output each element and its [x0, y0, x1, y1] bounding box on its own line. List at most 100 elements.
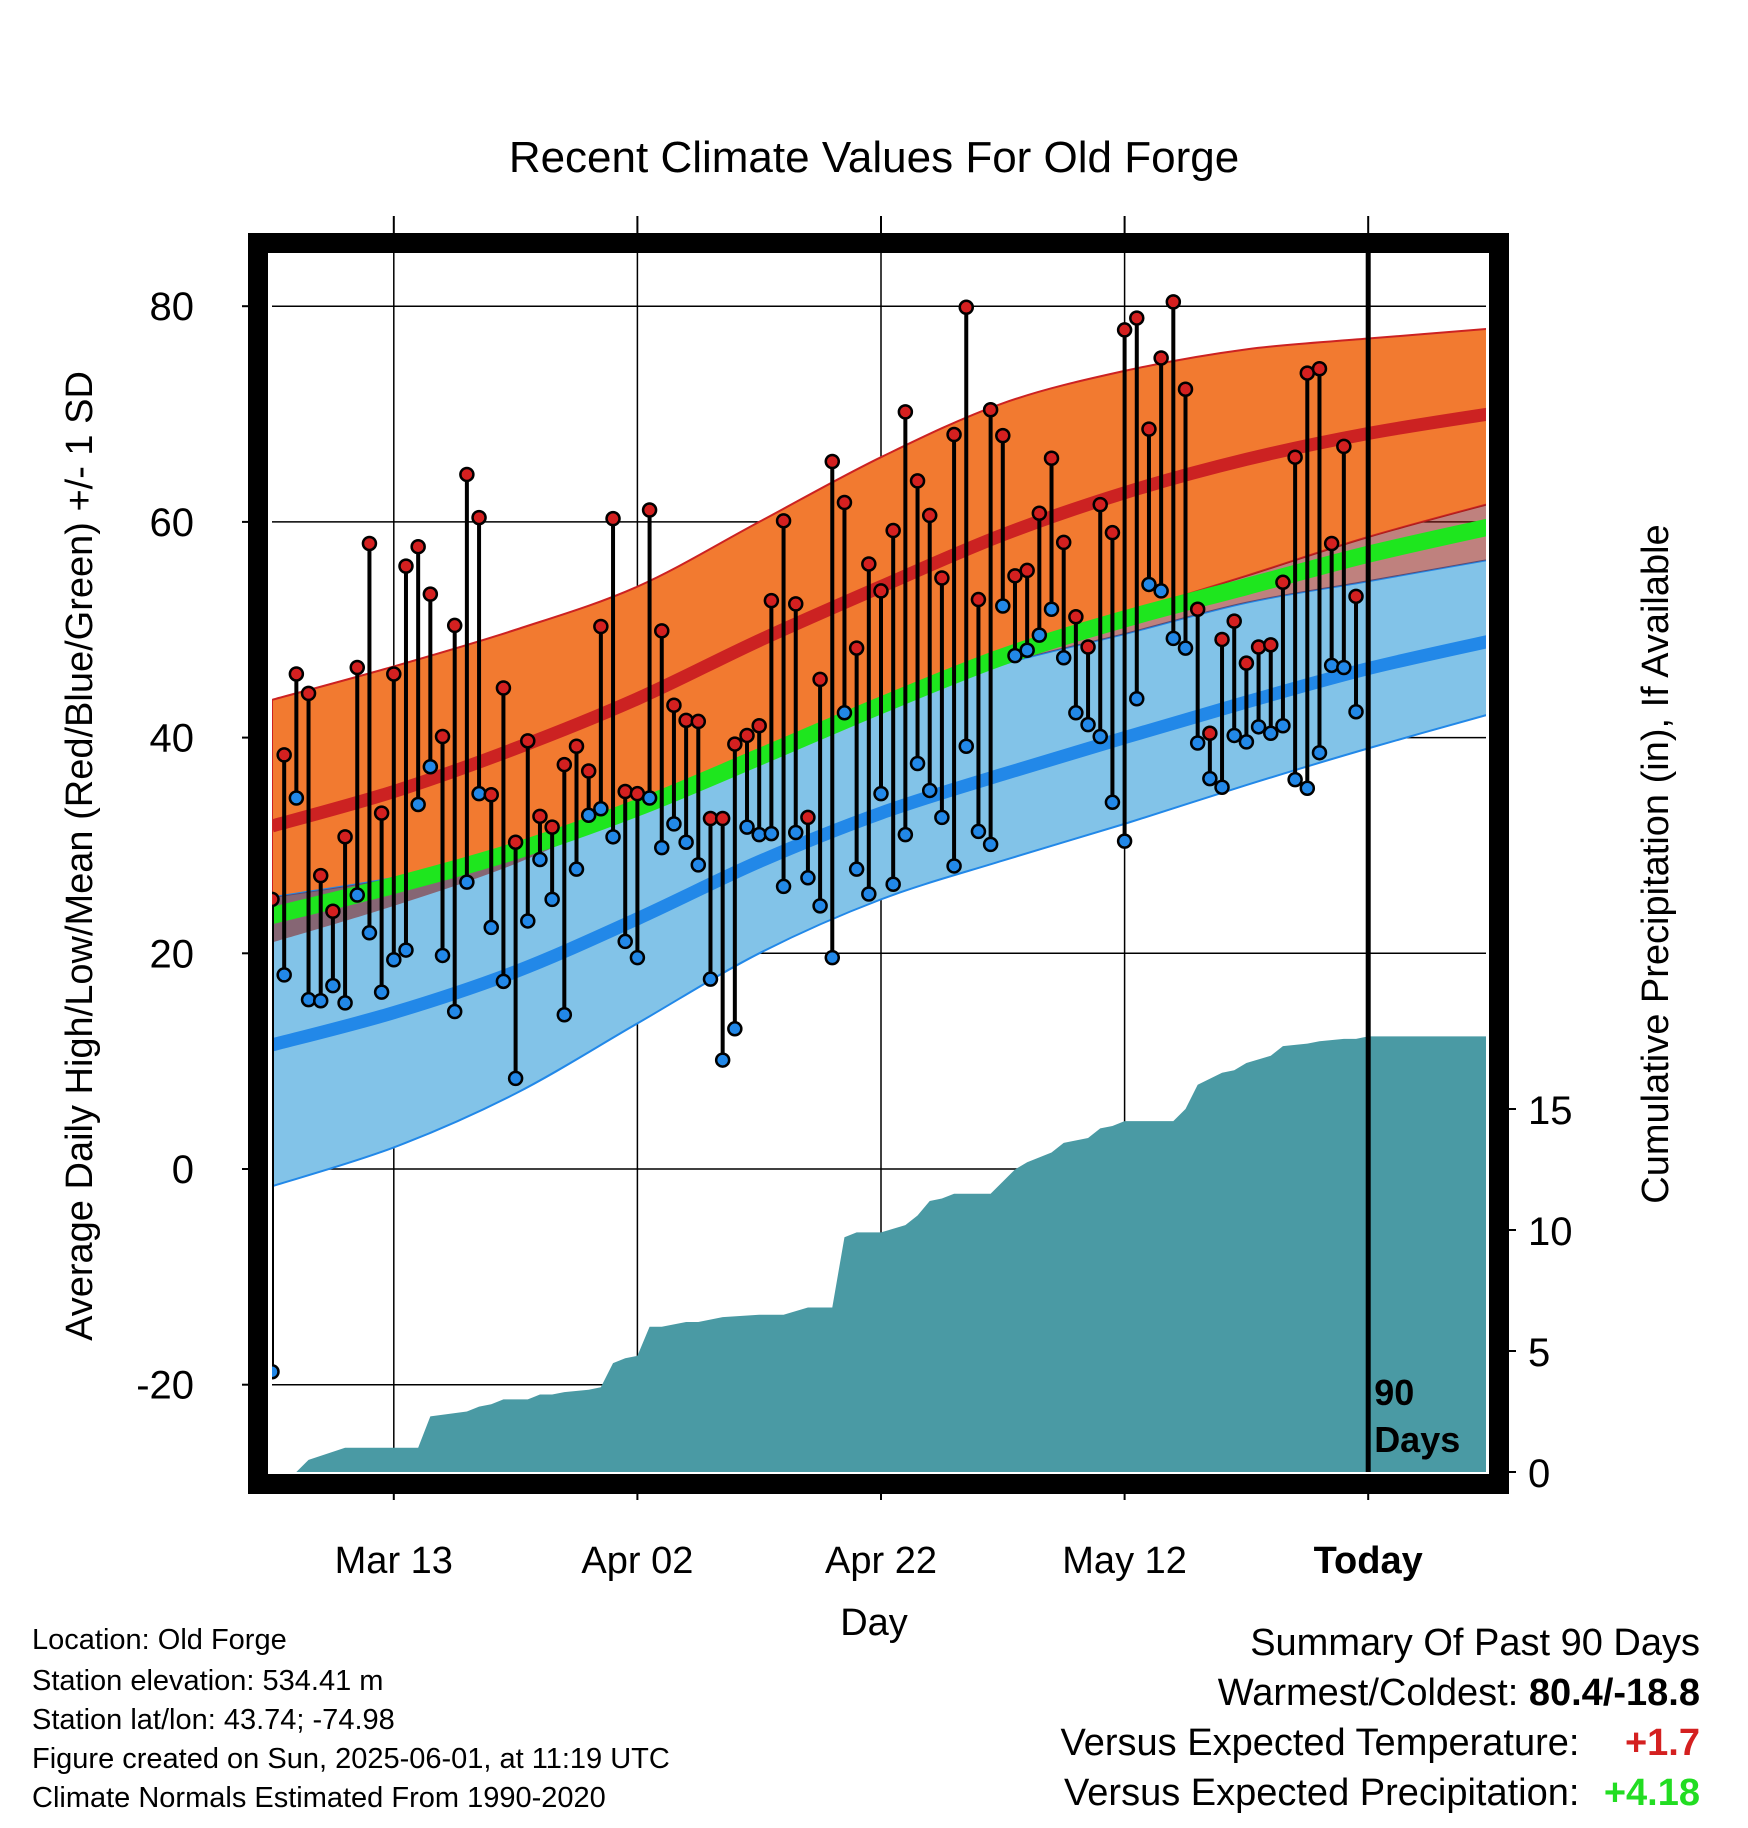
summary-temperature: Versus Expected Temperature: +1.7: [1061, 1724, 1700, 1762]
daily-low-point: [349, 887, 366, 903]
daily-high-point: [897, 404, 914, 420]
daily-high-point: [373, 805, 390, 821]
daily-low-point: [422, 758, 439, 775]
daily-high-point: [1263, 637, 1279, 653]
plot-area: 90 Days -20 0 20 40 60 80 0 5 10 15 Mar 13 Apr 02 Apr …: [136, 216, 1573, 1582]
daily-high-point: [1043, 450, 1060, 467]
y-tick-label-right: 10: [1528, 1210, 1573, 1254]
daily-low-point: [812, 898, 828, 914]
daily-high-point: [272, 891, 280, 908]
daily-low-point: [495, 973, 512, 990]
daily-high-point: [812, 671, 828, 688]
daily-low-point: [1141, 576, 1157, 593]
daily-low-point: [727, 1021, 743, 1037]
daily-high-point: [824, 453, 841, 470]
daily-low-point: [1055, 650, 1072, 666]
daily-high-point: [325, 903, 341, 919]
daily-low-point: [702, 971, 719, 987]
daily-low-point: [544, 891, 560, 908]
daily-high-point: [1189, 601, 1206, 618]
daily-high-point: [471, 509, 487, 526]
daily-high-point: [1007, 568, 1023, 584]
footer-latlon: Station lat/lon: 43.74; -74.98: [32, 1704, 395, 1736]
daily-low-point: [1348, 703, 1364, 720]
daily-low-point: [337, 995, 353, 1011]
x-tick-label: May 12: [1062, 1540, 1187, 1582]
summary-temp-value: +1.7: [1624, 1722, 1700, 1764]
x-tick-label: Today: [1314, 1540, 1423, 1582]
y-tick-label-left: 60: [150, 501, 195, 545]
y-tick-label-right: 0: [1528, 1452, 1550, 1496]
daily-high-point: [422, 586, 439, 602]
daily-low-point: [934, 809, 950, 826]
daily-high-point: [556, 756, 573, 773]
daily-high-point: [386, 666, 402, 682]
daily-high-point: [1165, 294, 1182, 310]
daily-high-point: [312, 867, 329, 884]
daily-low-point: [641, 790, 658, 806]
daily-low-point: [1104, 794, 1121, 811]
summary-warmest-label: Warmest/Coldest:: [1217, 1672, 1519, 1714]
daily-high-point: [775, 513, 792, 529]
daily-low-point: [1068, 705, 1084, 721]
y-tick-label-left: 20: [150, 932, 195, 976]
daily-high-point: [337, 829, 353, 845]
daily-high-point: [483, 787, 499, 803]
daily-high-point: [520, 733, 536, 749]
daily-low-point: [1116, 833, 1133, 849]
daily-low-point: [1263, 725, 1279, 742]
summary-title: Summary Of Past 90 Days: [1250, 1622, 1700, 1664]
daily-low-point: [678, 834, 694, 850]
daily-high-point: [1323, 535, 1340, 552]
daily-high-point: [934, 570, 950, 586]
daily-low-point: [1299, 780, 1316, 797]
daily-low-point: [958, 738, 975, 754]
daily-low-point: [873, 785, 889, 802]
daily-low-point: [1287, 771, 1303, 788]
daily-high-point: [398, 558, 414, 574]
daily-low-point: [982, 836, 999, 853]
daily-low-point: [763, 825, 780, 842]
y-tick-label-right: 15: [1528, 1089, 1573, 1133]
daily-low-point: [446, 1003, 463, 1020]
summary-warmest-value: 80.4/-18.8: [1528, 1672, 1700, 1714]
daily-high-point: [1068, 609, 1084, 625]
daily-low-point: [946, 858, 962, 874]
daily-low-point: [1323, 657, 1340, 674]
daily-low-point: [970, 823, 987, 840]
daily-low-point: [568, 861, 585, 877]
daily-low-point: [629, 949, 646, 966]
daily-high-point: [459, 466, 475, 483]
daily-high-point: [544, 819, 560, 835]
daily-high-point: [982, 401, 999, 418]
daily-low-point: [714, 1052, 731, 1068]
daily-high-point: [349, 659, 366, 676]
daily-high-point: [593, 618, 609, 635]
daily-high-point: [787, 596, 804, 612]
daily-low-point: [434, 947, 451, 964]
daily-high-point: [909, 473, 926, 489]
daily-high-point: [1238, 655, 1255, 671]
y-tick-label-left: -20: [136, 1364, 194, 1408]
daily-high-point: [495, 680, 512, 696]
daily-high-point: [836, 494, 853, 511]
daily-high-point: [1055, 534, 1072, 551]
summary-precipitation: Versus Expected Precipitation: +4.18: [1064, 1774, 1700, 1812]
daily-high-point: [958, 299, 975, 316]
daily-low-point: [276, 967, 292, 983]
daily-high-point: [288, 666, 305, 682]
daily-high-point: [1287, 449, 1303, 465]
precipitation-area: [272, 1036, 1486, 1472]
daily-high-point: [714, 810, 731, 827]
daily-low-point: [1226, 727, 1242, 744]
daily-high-point: [763, 592, 780, 609]
plot-frame: [248, 233, 1509, 1494]
plot-content: 90 Days: [272, 253, 1486, 1472]
daily-low-point: [654, 839, 670, 856]
y-tick-label-left: 0: [172, 1148, 194, 1192]
daily-high-point: [1129, 310, 1145, 326]
daily-high-point: [1092, 496, 1108, 513]
daily-high-point: [580, 763, 597, 779]
daily-low-point: [800, 870, 816, 886]
daily-low-point: [361, 925, 378, 941]
